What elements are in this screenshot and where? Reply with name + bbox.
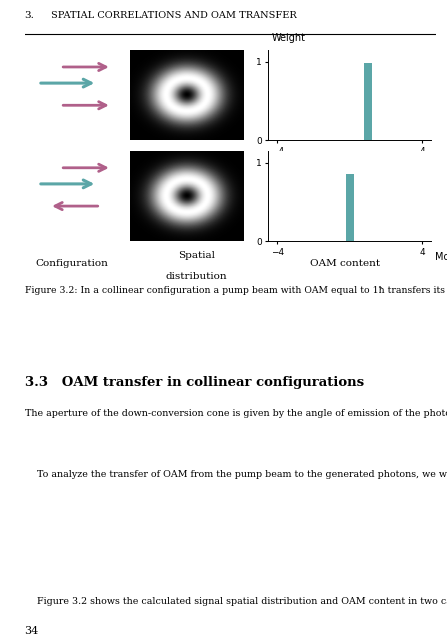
Bar [364,63,372,141]
Text: SPATIAL CORRELATIONS AND OAM TRANSFER: SPATIAL CORRELATIONS AND OAM TRANSFER [51,10,297,20]
Text: Mode: Mode [434,252,447,262]
Text: Spatial: Spatial [178,252,215,260]
Bar [346,174,354,241]
Text: 34: 34 [25,626,39,636]
Text: distribution: distribution [165,272,227,281]
Text: 3.: 3. [25,10,34,20]
Text: OAM content: OAM content [310,259,380,268]
Text: 3.3   OAM transfer in collinear configurations: 3.3 OAM transfer in collinear configurat… [25,376,364,388]
Text: Weight: Weight [271,33,305,43]
Text: Figure 3.2: In a collinear configuration a pump beam with OAM equal to 1ħ transf: Figure 3.2: In a collinear configuration… [25,286,447,295]
Text: The aperture of the down-conversion cone is given by the angle of emission of th: The aperture of the down-conversion cone… [25,409,447,418]
Text: Configuration: Configuration [36,259,109,268]
Text: To analyze the transfer of OAM from the pump beam to the generated photons, we w: To analyze the transfer of OAM from the … [25,470,447,479]
Text: Figure 3.2 shows the calculated signal spatial distribution and OAM content in t: Figure 3.2 shows the calculated signal s… [25,596,447,605]
